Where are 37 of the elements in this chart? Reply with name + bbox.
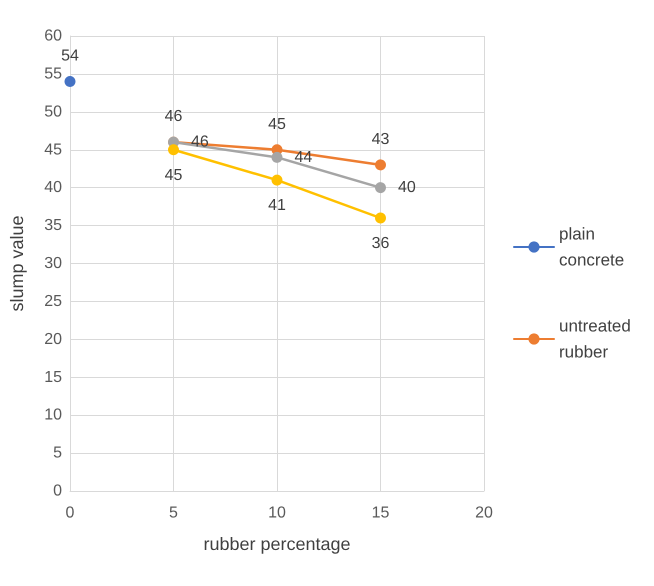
data-label: 41 [268, 197, 286, 214]
y-tick-label: 50 [44, 103, 62, 120]
data-label: 54 [61, 48, 79, 64]
y-tick-label: 55 [44, 65, 62, 82]
point [375, 212, 386, 224]
point [375, 182, 386, 194]
data-label: 36 [372, 235, 390, 252]
x-tick-label: 0 [66, 504, 75, 522]
y-tick-label: 5 [53, 444, 62, 462]
point [375, 159, 386, 170]
y-axis-title: slump value [7, 215, 27, 312]
legend-label: untreated rubber [559, 316, 636, 362]
point [272, 152, 282, 163]
x-tick-label: 15 [372, 504, 390, 522]
y-tick-label: 35 [44, 217, 62, 234]
x-axis-title: rubber percentage [203, 534, 351, 554]
data-label: 40 [398, 179, 416, 196]
point [272, 174, 282, 186]
data-label: 43 [372, 130, 390, 148]
y-tick-label: 60 [44, 28, 62, 44]
y-tick-label: 40 [44, 179, 62, 196]
x-tick-label: 20 [475, 504, 493, 522]
y-tick-label: 0 [53, 482, 62, 500]
point [168, 144, 179, 156]
y-tick-label: 10 [44, 406, 62, 424]
x-tick-label: 5 [169, 504, 178, 522]
y-tick-label: 25 [44, 292, 62, 310]
point [64, 76, 76, 87]
data-label: 45 [164, 166, 182, 184]
y-tick-label: 15 [44, 368, 62, 386]
x-tick-label: 10 [268, 504, 286, 522]
data-label: 46 [164, 108, 182, 126]
legend-label: plain concrete [559, 224, 624, 270]
data-label: 45 [268, 116, 286, 133]
y-tick-label: 45 [44, 141, 62, 158]
y-tick-label: 20 [44, 330, 62, 348]
y-tick-label: 30 [44, 255, 62, 272]
